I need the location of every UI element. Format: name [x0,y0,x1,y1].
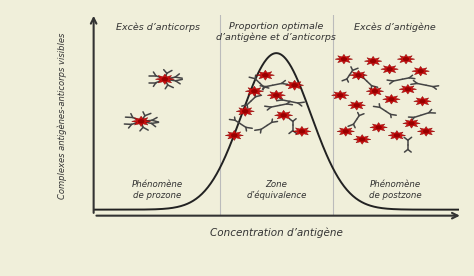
Polygon shape [350,70,367,80]
Polygon shape [267,90,285,100]
Circle shape [373,90,377,93]
Circle shape [343,130,348,133]
Circle shape [138,120,144,123]
Circle shape [281,114,286,117]
Text: Complexes antigènes-anticorps visibles: Complexes antigènes-anticorps visibles [58,32,67,198]
Polygon shape [331,91,349,100]
Circle shape [394,134,399,137]
Circle shape [341,58,346,60]
Polygon shape [403,119,420,128]
Circle shape [252,90,257,93]
Polygon shape [335,54,353,64]
Polygon shape [414,97,431,106]
Circle shape [356,74,361,76]
Polygon shape [293,126,311,136]
Circle shape [354,104,359,107]
Circle shape [389,98,394,101]
Text: Concentration d’antigène: Concentration d’antigène [210,228,343,238]
Polygon shape [337,127,355,136]
Circle shape [371,60,375,62]
Text: Excès d’antigène: Excès d’antigène [354,22,436,31]
Circle shape [263,74,268,77]
Polygon shape [236,106,255,116]
Text: Excès d’anticorps: Excès d’anticorps [116,22,200,31]
Circle shape [387,68,392,71]
Circle shape [300,130,304,133]
Text: Proportion optimale
d’antigène et d’anticorps: Proportion optimale d’antigène et d’anti… [216,22,336,42]
Circle shape [274,94,279,97]
Circle shape [405,88,410,91]
Polygon shape [366,86,384,96]
Polygon shape [245,86,264,96]
Circle shape [243,110,248,113]
Polygon shape [132,116,151,127]
Circle shape [292,84,297,87]
Text: Phénomène
de postzone: Phénomène de postzone [369,180,421,200]
Polygon shape [383,94,400,104]
Circle shape [424,130,428,133]
Polygon shape [285,80,304,90]
Circle shape [409,122,414,125]
Circle shape [338,94,343,97]
Polygon shape [354,135,371,144]
Text: Phénomène
de prozone: Phénomène de prozone [132,180,183,200]
Circle shape [232,134,237,137]
Polygon shape [412,66,429,76]
Polygon shape [348,100,365,110]
Polygon shape [155,74,174,84]
Circle shape [162,78,167,81]
Polygon shape [399,84,417,94]
Circle shape [403,58,409,60]
Circle shape [360,138,365,141]
Polygon shape [365,56,382,66]
Text: Zone
d’équivalence: Zone d’équivalence [246,180,307,200]
Circle shape [418,70,423,73]
Circle shape [376,126,381,129]
Polygon shape [388,131,406,140]
Polygon shape [370,123,387,132]
Polygon shape [381,64,398,74]
Circle shape [420,100,425,103]
Polygon shape [256,70,274,80]
Polygon shape [397,54,415,64]
Polygon shape [225,130,244,140]
Polygon shape [274,110,293,120]
Polygon shape [417,127,435,136]
